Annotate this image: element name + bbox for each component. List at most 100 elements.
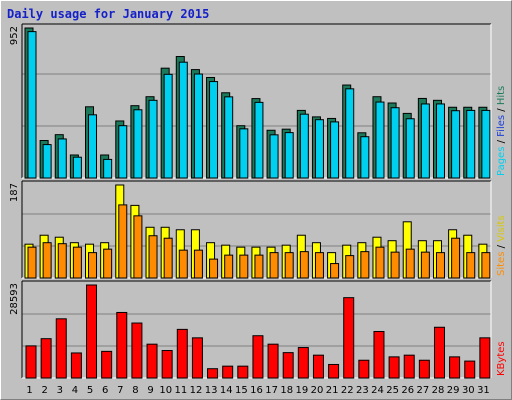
x-tick-label: 27 xyxy=(417,385,430,396)
y-max-label: 28593 xyxy=(9,283,20,315)
pages-bar xyxy=(178,61,188,179)
pages-bar xyxy=(88,114,98,179)
x-tick-label: 22 xyxy=(341,385,354,396)
pages-bar xyxy=(42,144,52,179)
x-tick-label: 20 xyxy=(311,385,324,396)
legend-sites: Sites xyxy=(496,252,507,276)
sites-bar xyxy=(118,204,128,279)
legend-pages: Pages xyxy=(496,147,507,176)
x-axis-ticks: 1 2 3 4 5 6 7 8 9 10 11 12 13 14 15 16 17 18 19 20 21 22 23 24 2… xyxy=(26,385,489,396)
kbytes-bar xyxy=(161,350,173,379)
kbytes-bar xyxy=(328,363,340,379)
y-max-label: 952 xyxy=(9,26,20,45)
kbytes-bar xyxy=(479,337,491,379)
pages-bar xyxy=(481,109,491,179)
chart-title: Daily usage for January 2015 xyxy=(7,7,210,21)
pages-bar xyxy=(375,101,385,179)
sites-bar xyxy=(481,252,491,279)
x-tick-label: 13 xyxy=(205,385,218,396)
legends: Pages / Files / Hits Sites / Visits KBytes xyxy=(496,86,507,376)
x-tick-label: 7 xyxy=(117,385,123,396)
kbytes-bar xyxy=(267,343,279,379)
x-tick-label: 30 xyxy=(462,385,475,396)
sites-bar xyxy=(420,251,430,279)
sites-bar xyxy=(360,251,370,279)
kbytes-bar xyxy=(449,356,461,379)
kbytes-bar xyxy=(297,347,309,379)
sites-bar xyxy=(133,215,143,279)
x-tick-label: 15 xyxy=(235,385,248,396)
legend-files: Files xyxy=(496,115,507,137)
kbytes-bar xyxy=(146,343,158,379)
sites-bar xyxy=(224,254,234,279)
pages-bar xyxy=(269,134,279,179)
kbytes-bar xyxy=(116,311,128,379)
legend-separator: / xyxy=(496,137,507,147)
legend: Sites / Visits xyxy=(496,215,507,276)
pages-bar xyxy=(435,103,445,179)
chart-bars xyxy=(24,27,491,379)
x-tick-label: 5 xyxy=(87,385,93,396)
kbytes-bar xyxy=(131,322,143,379)
kbytes-bar xyxy=(237,365,249,379)
kbytes-bar xyxy=(40,338,52,379)
legend-separator: / xyxy=(496,242,507,252)
pages-bar xyxy=(163,73,173,179)
pages-bar xyxy=(314,119,324,179)
sites-bar xyxy=(193,249,203,279)
x-tick-label: 17 xyxy=(265,385,278,396)
kbytes-bar xyxy=(70,352,82,379)
legend-kbytes: KBytes xyxy=(496,341,507,376)
kbytes-bar xyxy=(403,354,415,379)
x-tick-label: 11 xyxy=(174,385,187,396)
sites-bar xyxy=(42,242,52,279)
sites-bar xyxy=(284,252,294,279)
pages-bar xyxy=(466,109,476,179)
kbytes-bar xyxy=(464,360,476,379)
x-tick-label: 10 xyxy=(159,385,172,396)
pages-bar xyxy=(118,125,128,179)
legend-separator: / xyxy=(496,105,507,115)
sites-bar xyxy=(209,258,219,279)
legend: KBytes xyxy=(496,341,507,376)
x-tick-label: 23 xyxy=(356,385,369,396)
legend-hits: Hits xyxy=(496,86,507,105)
pages-bar xyxy=(284,132,294,179)
kbytes-bar xyxy=(358,359,370,379)
x-tick-label: 6 xyxy=(102,385,108,396)
pages-bar xyxy=(420,103,430,179)
sites-bar xyxy=(163,237,173,279)
sites-bar xyxy=(72,246,82,279)
y-axis-labels: 952 187 28593 xyxy=(9,26,20,315)
kbytes-bar xyxy=(418,359,430,379)
kbytes-bar xyxy=(86,284,98,379)
kbytes-bar xyxy=(222,365,234,379)
sites-bar xyxy=(57,243,67,279)
sites-bar xyxy=(299,251,309,279)
sites-bar xyxy=(178,249,188,279)
sites-bar xyxy=(435,252,445,279)
x-tick-label: 3 xyxy=(57,385,63,396)
legend-visits: Visits xyxy=(496,215,507,242)
pages-bar xyxy=(72,156,82,179)
pages-bar xyxy=(254,101,264,179)
sites-bar xyxy=(345,255,355,279)
kbytes-bar xyxy=(373,330,385,379)
kbytes-bar xyxy=(191,337,203,379)
pages-bar xyxy=(451,110,461,179)
pages-bar xyxy=(193,73,203,179)
kbytes-bar xyxy=(25,345,37,379)
x-tick-label: 16 xyxy=(250,385,263,396)
sites-bar xyxy=(239,254,249,279)
sites-bar xyxy=(330,263,340,279)
sites-bar xyxy=(375,246,385,279)
sites-bar xyxy=(451,237,461,279)
kbytes-bar xyxy=(312,354,324,379)
x-tick-label: 12 xyxy=(190,385,203,396)
sites-bar xyxy=(314,252,324,279)
x-tick-label: 28 xyxy=(432,385,445,396)
pages-bar xyxy=(224,96,234,179)
pages-bar xyxy=(57,138,67,179)
sites-bar xyxy=(148,235,158,279)
